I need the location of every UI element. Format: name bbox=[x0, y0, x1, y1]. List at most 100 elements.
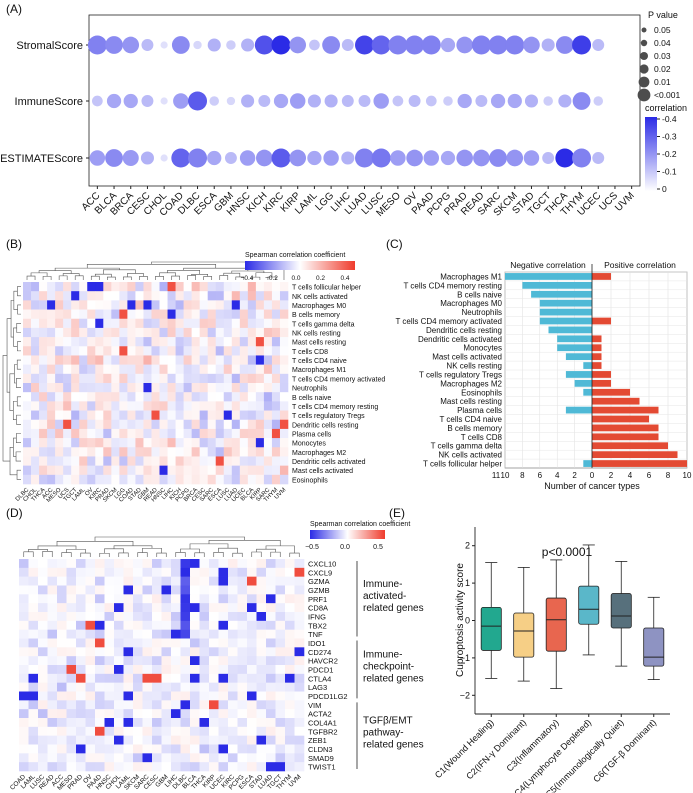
heatmap-b-row-label: T cells CD4 memory resting bbox=[292, 404, 378, 411]
heatmap-b-cell bbox=[111, 401, 120, 411]
heatmap-b-cell bbox=[223, 318, 233, 329]
heatmap-d-cell bbox=[285, 594, 295, 604]
heatmap-d-cell bbox=[142, 665, 153, 675]
heatmap-d-cell bbox=[209, 656, 219, 666]
heatmap-b-cell bbox=[71, 318, 80, 329]
heatmap-b-cell bbox=[215, 346, 225, 356]
heatmap-b-cell bbox=[151, 383, 160, 393]
heatmap-d-cell bbox=[171, 603, 181, 613]
box-e-pvalue: p<0.0001 bbox=[542, 545, 593, 559]
heatmap-d-cell bbox=[47, 700, 58, 710]
heatmap-d-scale-label: −0.5 bbox=[305, 544, 319, 551]
heatmap-d-cell bbox=[228, 567, 238, 577]
heatmap-b-cell bbox=[183, 428, 192, 439]
heatmap-b-cell bbox=[183, 282, 192, 292]
heatmap-b-cell bbox=[111, 346, 120, 356]
heatmap-b-cell bbox=[191, 428, 200, 439]
heatmap-b-cell bbox=[263, 309, 273, 320]
gene-group-label: related genes bbox=[363, 603, 424, 614]
heatmap-d-cell bbox=[123, 682, 134, 692]
heatmap-d-row-label: PRF1 bbox=[308, 595, 327, 604]
heatmap-b-cell bbox=[159, 318, 168, 329]
heatmap-d-cell bbox=[266, 567, 276, 577]
heatmap-b-cell bbox=[103, 346, 112, 356]
heatmap-b-cell bbox=[127, 401, 136, 411]
heatmap-b-cell bbox=[263, 337, 273, 347]
heatmap-d-cell bbox=[152, 567, 162, 577]
heatmap-d-cell bbox=[256, 647, 267, 657]
heatmap-b-cell bbox=[95, 318, 104, 329]
heatmap-b-cell bbox=[279, 373, 289, 384]
heatmap-b-cell bbox=[71, 419, 80, 430]
heatmap-d-cell bbox=[285, 559, 295, 569]
heatmap-d-cell bbox=[171, 647, 181, 657]
bar-c-positive-bar bbox=[592, 460, 687, 467]
heatmap-d-cell bbox=[66, 647, 77, 657]
heatmap-b-cell bbox=[191, 465, 200, 476]
heatmap-b-cell bbox=[183, 456, 192, 466]
bar-c-category-label: Macrophages M0 bbox=[440, 299, 502, 308]
heatmap-b-cell bbox=[263, 327, 273, 338]
heatmap-d-cell bbox=[285, 665, 295, 675]
heatmap-b-cell bbox=[279, 410, 289, 421]
heatmap-d-cell bbox=[275, 620, 286, 630]
heatmap-d-cell bbox=[237, 700, 248, 710]
heatmap-b-cell bbox=[103, 392, 112, 402]
heatmap-d-cell bbox=[228, 612, 238, 622]
heatmap-d-cell bbox=[28, 585, 39, 595]
heatmap-d-cell bbox=[133, 594, 143, 604]
heatmap-d-cell bbox=[66, 665, 77, 675]
heatmap-b-cell bbox=[215, 456, 225, 466]
heatmap-d-cell bbox=[237, 620, 248, 630]
heatmap-d-cell bbox=[28, 603, 39, 613]
heatmap-d-cell bbox=[209, 612, 219, 622]
heatmap-b-cell bbox=[215, 410, 225, 421]
heatmap-d-cell bbox=[294, 665, 305, 675]
heatmap-b-cell bbox=[255, 373, 265, 384]
pvalue-legend-title: P value bbox=[648, 10, 678, 20]
correlation-legend-label: -0.2 bbox=[662, 149, 677, 159]
heatmap-d-cell bbox=[266, 603, 276, 613]
heatmap-b-cell bbox=[47, 364, 56, 375]
heatmap-d-cell bbox=[285, 753, 295, 763]
heatmap-d-cell bbox=[57, 753, 67, 763]
heatmap-b-cell bbox=[263, 410, 273, 421]
heatmap-b-cell bbox=[143, 327, 152, 338]
heatmap-d-cell bbox=[161, 753, 172, 763]
heatmap-b-cell bbox=[127, 318, 136, 329]
heatmap-d-cell bbox=[76, 612, 86, 622]
heatmap-b-cell bbox=[191, 282, 200, 292]
heatmap-b-col-dendrogram bbox=[107, 276, 116, 280]
heatmap-d-cell bbox=[66, 726, 77, 736]
heatmap-d-cell bbox=[66, 567, 77, 577]
heatmap-b-cell bbox=[279, 355, 289, 365]
heatmap-d-cell bbox=[114, 603, 124, 613]
bar-c-positive-bar bbox=[592, 388, 630, 396]
heatmap-b-row-dendrogram bbox=[16, 359, 21, 370]
heatmap-b-cell bbox=[223, 327, 233, 338]
heatmap-b-cell bbox=[247, 438, 257, 448]
heatmap-d-cell bbox=[190, 735, 200, 745]
heatmap-d-row-label: ACTA2 bbox=[308, 710, 332, 719]
heatmap-d-cell bbox=[104, 726, 115, 736]
heatmap-d-col-dendrogram bbox=[270, 551, 281, 557]
heatmap-b-cell bbox=[223, 401, 233, 411]
box-e-box bbox=[545, 597, 567, 652]
heatmap-d-cell bbox=[209, 567, 219, 577]
heatmap-d-cell bbox=[47, 665, 58, 675]
heatmap-d-cell bbox=[133, 709, 143, 719]
heatmap-b-cell bbox=[103, 300, 112, 310]
box-e-ytick-label: 2 bbox=[465, 541, 470, 551]
heatmap-d-cell bbox=[38, 594, 48, 604]
heatmap-d-cell bbox=[190, 594, 200, 604]
heatmap-b-cell bbox=[135, 318, 144, 329]
heatmap-d-cell bbox=[171, 744, 181, 754]
panel-label-d: (D) bbox=[6, 506, 23, 520]
heatmap-b-cell bbox=[271, 474, 281, 485]
heatmap-d-cell bbox=[161, 682, 172, 692]
heatmap-d-cell bbox=[76, 718, 86, 728]
heatmap-d-cell bbox=[171, 629, 181, 639]
heatmap-b-cell bbox=[279, 419, 289, 430]
heatmap-d-cell bbox=[104, 612, 115, 622]
heatmap-d-row-label: IFNG bbox=[308, 612, 326, 621]
